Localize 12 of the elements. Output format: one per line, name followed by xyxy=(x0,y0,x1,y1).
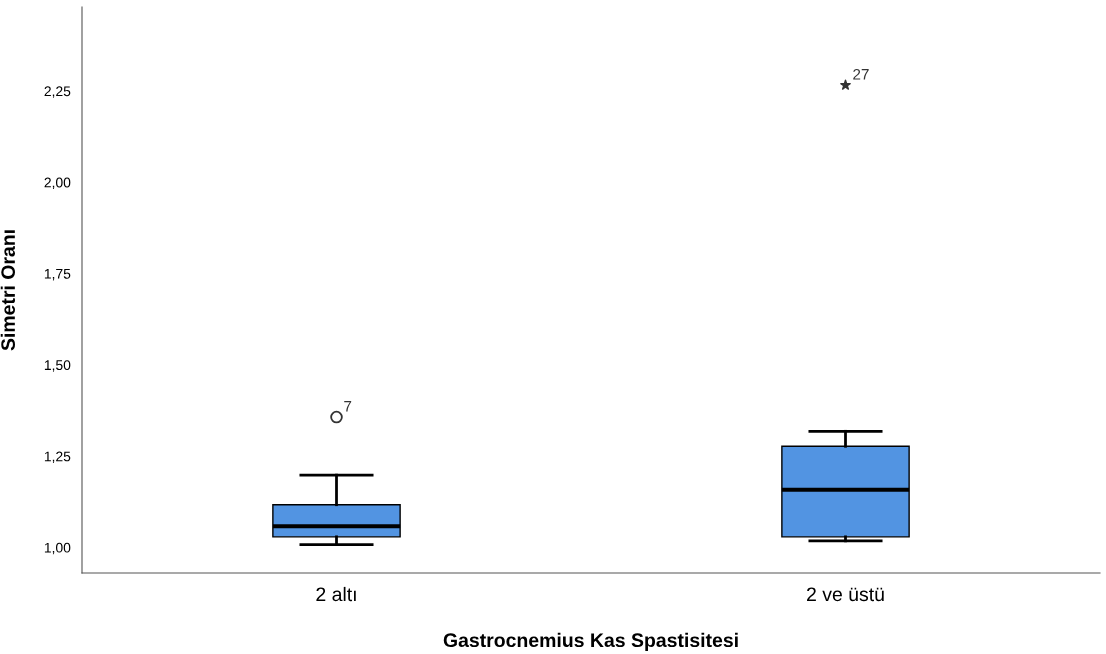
x-axis-title: Gastrocnemius Kas Spastisitesi xyxy=(443,632,738,651)
y-tick-label: 1,75 xyxy=(44,269,71,281)
y-tick-label: 1,50 xyxy=(44,360,71,372)
y-tick-label: 1,00 xyxy=(44,542,71,555)
y-tick-label: 2,00 xyxy=(44,177,71,190)
x-tick-label: 2 altı xyxy=(316,586,356,602)
annotation: 7 xyxy=(344,401,352,412)
y-tick-label: 2,25 xyxy=(44,86,71,98)
y-tick-label: 1,25 xyxy=(44,451,71,463)
y-axis-title: Simetri Oranı xyxy=(0,230,16,351)
x-tick-label: 2 ve üstü xyxy=(807,587,884,602)
annotation: 27 xyxy=(853,68,869,80)
